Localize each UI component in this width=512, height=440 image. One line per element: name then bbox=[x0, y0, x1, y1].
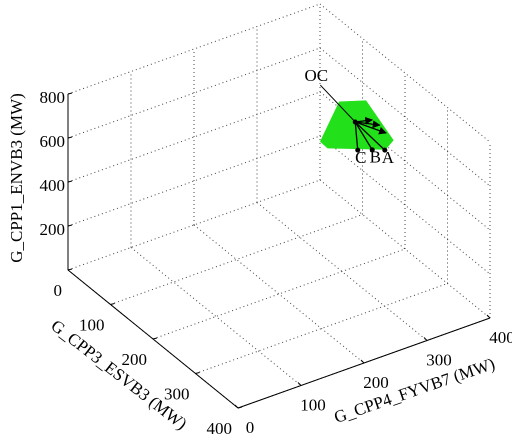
grid-line bbox=[67, 135, 321, 227]
point bbox=[369, 147, 375, 153]
grid-line bbox=[67, 47, 321, 139]
z-tick bbox=[67, 92, 73, 95]
z-tick-label: 800 bbox=[40, 88, 66, 107]
grid-line bbox=[67, 91, 321, 183]
y-tick bbox=[110, 303, 115, 305]
x-tick bbox=[234, 404, 239, 409]
grid-line bbox=[152, 248, 406, 340]
grid-line bbox=[130, 247, 302, 386]
y-tick-label: 200 bbox=[122, 350, 148, 369]
point bbox=[355, 147, 361, 153]
z-tick-label: 400 bbox=[40, 176, 66, 195]
x-tick bbox=[360, 359, 365, 364]
grid-line bbox=[319, 179, 491, 319]
y-tick-label: 0 bbox=[54, 281, 63, 300]
vector-arrow bbox=[354, 121, 359, 151]
y-tick bbox=[67, 268, 73, 271]
vector-arrow bbox=[355, 116, 374, 125]
z-tick bbox=[67, 180, 73, 183]
x-axis-label: G_CPP4_FYVB7 (MW) bbox=[332, 354, 498, 427]
x-tick-label: 200 bbox=[363, 373, 389, 392]
grid-line bbox=[319, 3, 491, 143]
grid-line bbox=[319, 47, 491, 187]
grid-line bbox=[256, 202, 428, 341]
grid-line bbox=[67, 179, 321, 271]
grid-line bbox=[319, 135, 491, 275]
point bbox=[382, 147, 388, 153]
oc-line bbox=[319, 84, 356, 123]
x-tick bbox=[486, 314, 491, 319]
z-tick-label: 200 bbox=[40, 220, 66, 239]
axes: 0 100 200 300 400 0 100 200 300 400 200 400 600 800 bbox=[40, 88, 512, 438]
x-tick-label: 300 bbox=[426, 350, 452, 369]
z-axis-label: G_CPP1_ENVB3 (MW) bbox=[7, 93, 26, 263]
grid-line bbox=[67, 3, 321, 95]
z-tick bbox=[67, 224, 73, 227]
point-label: A bbox=[382, 148, 395, 167]
vector-arrow bbox=[354, 121, 386, 151]
grid-line bbox=[110, 214, 363, 305]
vector-arrow bbox=[354, 121, 373, 151]
x-tick bbox=[297, 382, 302, 386]
point-label: OC bbox=[304, 66, 328, 85]
grid bbox=[67, 3, 491, 409]
vector-arrow bbox=[355, 121, 387, 135]
x-tick bbox=[423, 337, 428, 341]
z-tick-label: 600 bbox=[40, 132, 66, 151]
marks: OC ABC bbox=[304, 66, 394, 167]
grid-line bbox=[193, 224, 365, 364]
y-tick-label: 300 bbox=[164, 384, 190, 403]
x-tick-label: 400 bbox=[489, 328, 512, 347]
y-tick bbox=[195, 372, 200, 374]
z-tick bbox=[67, 136, 73, 139]
x-tick-label: 0 bbox=[246, 418, 255, 437]
y-tick bbox=[152, 337, 158, 340]
x-tick-label: 100 bbox=[300, 395, 326, 414]
y-tick-label: 100 bbox=[79, 315, 105, 334]
y-tick-label: 400 bbox=[207, 419, 233, 438]
grid-line bbox=[195, 283, 448, 374]
y-tick bbox=[237, 406, 243, 409]
point-label: B bbox=[370, 148, 381, 167]
point-label: C bbox=[355, 148, 366, 167]
